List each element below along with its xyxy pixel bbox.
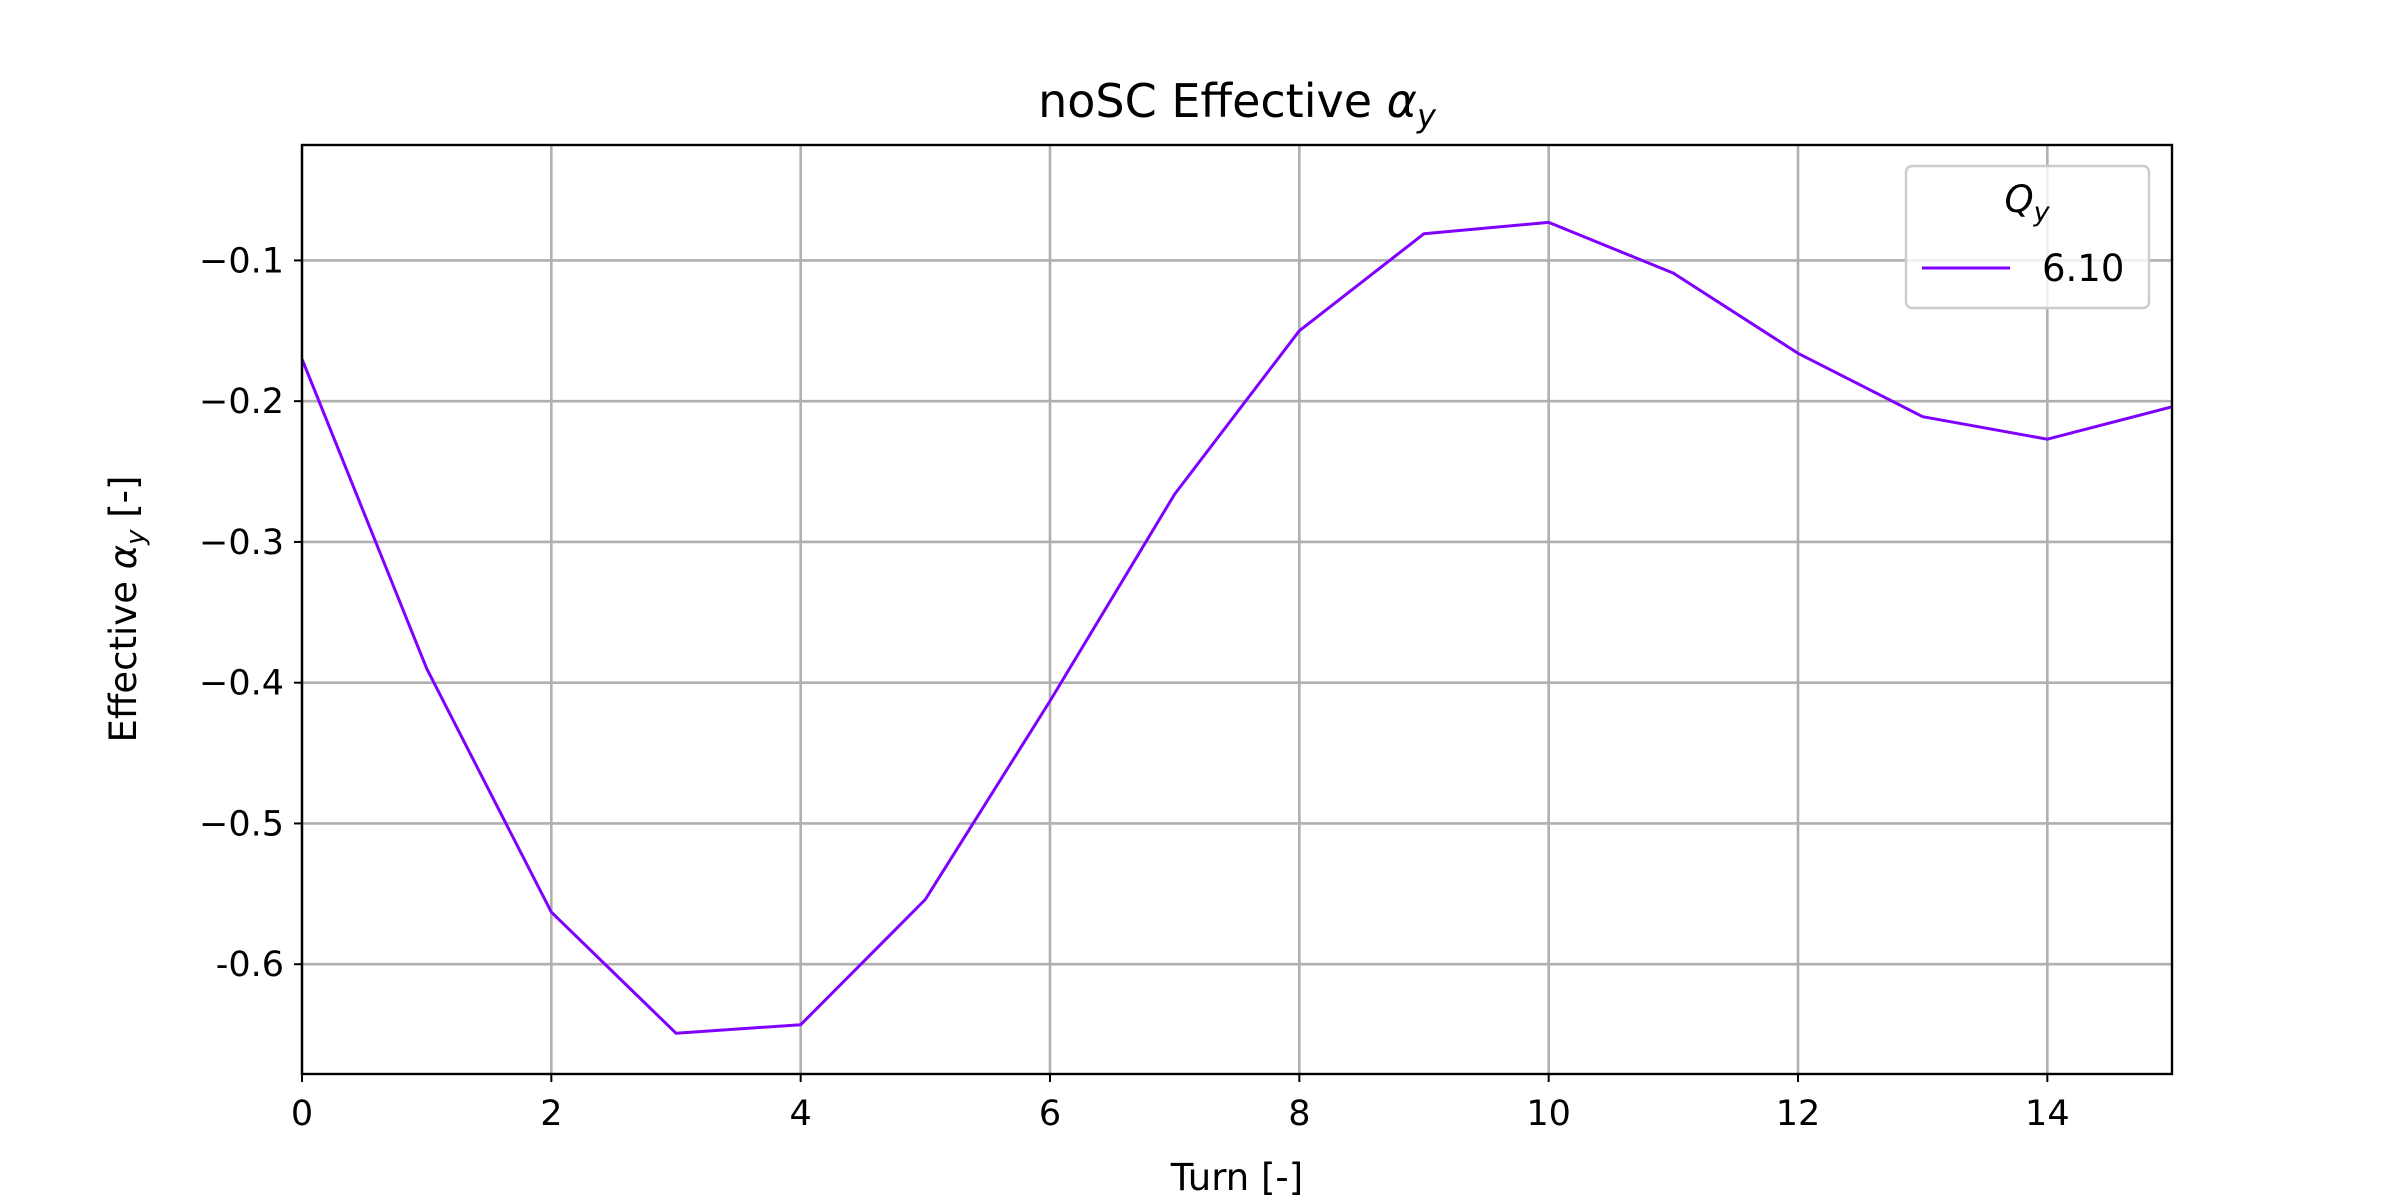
x-tick-label: 14: [2025, 1094, 2070, 1134]
y-tick-label: −0.4: [199, 664, 284, 704]
y-axis-label-suffix: [-]: [102, 476, 145, 530]
y-axis-label-text: Effective: [102, 569, 145, 742]
chart-title: noSC Effective αy: [1038, 74, 1437, 135]
x-tick-label: 0: [291, 1094, 313, 1134]
legend-title-symbol: Q: [2004, 178, 2033, 221]
legend-title: Qy: [2004, 178, 2050, 228]
y-tick-label: −0.3: [199, 523, 284, 563]
y-tick-label: −0.2: [199, 382, 284, 422]
y-tick-label: -0.6: [216, 945, 284, 985]
plot-frame: [300, 143, 2174, 1076]
y-axis-label-subscript: y: [121, 529, 151, 546]
x-tick-label: 10: [1526, 1094, 1571, 1134]
y-axis-label-symbol: α: [102, 545, 145, 569]
y-axis-label: Effective αy [-]: [102, 476, 151, 743]
chart-title-text: noSC Effective: [1038, 74, 1387, 128]
series-line-6-10: [300, 220, 2173, 1035]
y-axis-ticks: −0.1 −0.2 −0.3 −0.4 −0.5 -0.6: [199, 241, 302, 985]
y-tick-label: −0.5: [199, 804, 284, 844]
chart-title-subscript: y: [1416, 97, 1437, 135]
legend-title-subscript: y: [2033, 197, 2051, 228]
x-tick-label: 8: [1288, 1094, 1310, 1134]
x-axis-ticks: 0 2 4 6 8 10 12 14: [291, 1074, 2070, 1134]
x-tick-label: 6: [1039, 1094, 1061, 1134]
x-tick-label: 4: [790, 1094, 812, 1134]
legend-box: [1904, 164, 2151, 310]
series-layer: [300, 220, 2173, 1035]
x-tick-label: 2: [540, 1094, 562, 1134]
x-tick-label: 12: [1776, 1094, 1821, 1134]
legend: Qy 6.10: [1904, 164, 2151, 310]
y-tick-label: −0.1: [199, 241, 284, 281]
chart-title-symbol: α: [1387, 74, 1417, 128]
x-axis-label: Turn [-]: [1170, 1156, 1303, 1199]
grid: [300, 145, 2172, 1074]
legend-label-6-10: 6.10: [2042, 247, 2124, 290]
